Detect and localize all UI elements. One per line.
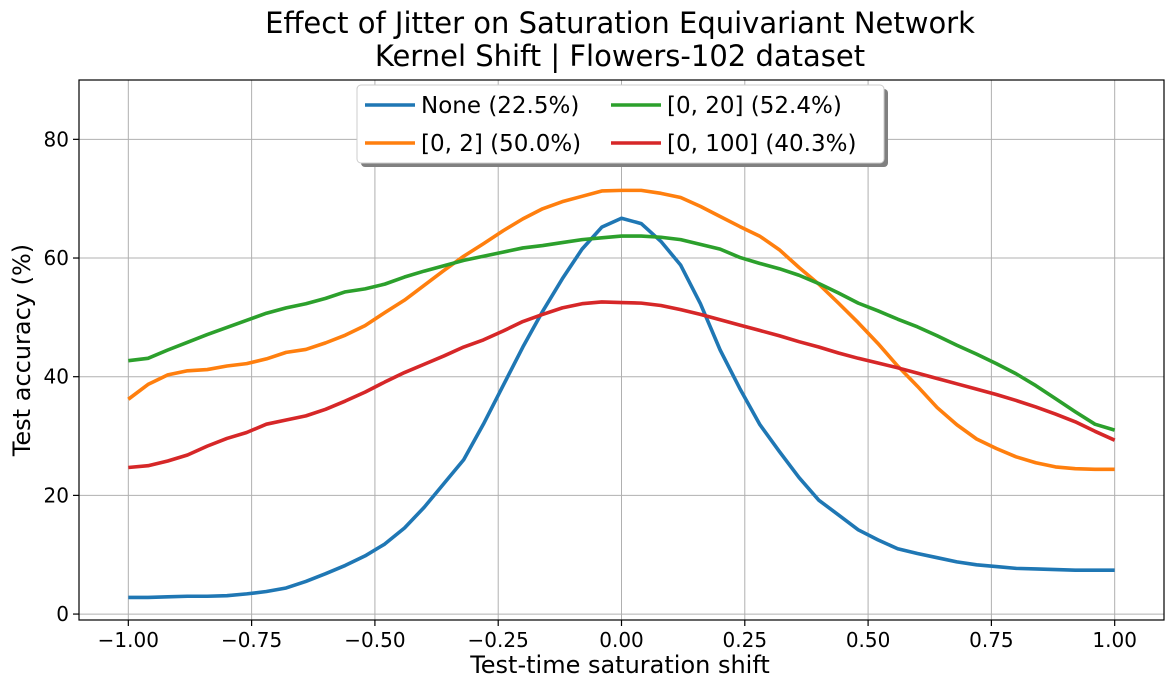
chart-title-line-1: Effect of Jitter on Saturation Equivaria… bbox=[265, 6, 975, 40]
x-axis-label: Test-time saturation shift bbox=[469, 651, 770, 679]
series-line-1 bbox=[127, 188, 1115, 472]
x-tick-label: −0.25 bbox=[468, 628, 529, 652]
chart-title-line-2: Kernel Shift | Flowers-102 dataset bbox=[375, 39, 865, 73]
legend-label-0-2: [0, 2] (50.0%) bbox=[421, 131, 581, 157]
y-axis-label: Test accuracy (%) bbox=[8, 244, 36, 457]
legend: None (22.5%) [0, 2] (50.0%) [0, 20] (52.… bbox=[356, 84, 888, 167]
legend-box bbox=[356, 84, 885, 164]
x-tick-label: −0.50 bbox=[344, 628, 405, 652]
x-tick-label: 0.75 bbox=[969, 628, 1014, 652]
x-tick-label: 0.25 bbox=[723, 628, 768, 652]
series-line-2 bbox=[128, 234, 1116, 432]
y-tick-label: 20 bbox=[44, 483, 69, 507]
x-axis-ticks: −1.00 −0.75 −0.50 −0.25 0.00 0.25 0.50 0.75 1.00 bbox=[98, 620, 1137, 652]
x-tick-label: −0.75 bbox=[221, 628, 282, 652]
x-tick-label: 0.00 bbox=[599, 628, 644, 652]
x-tick-label: 1.00 bbox=[1092, 628, 1137, 652]
x-tick-label: −1.00 bbox=[98, 628, 159, 652]
x-tick-label: 0.50 bbox=[846, 628, 891, 652]
y-tick-label: 0 bbox=[56, 602, 69, 626]
legend-label-0-20: [0, 20] (52.4%) bbox=[667, 93, 842, 119]
legend-label-none: None (22.5%) bbox=[421, 93, 579, 119]
legend-label-0-100: [0, 100] (40.3%) bbox=[667, 131, 856, 157]
series-line-3 bbox=[128, 300, 1116, 470]
series-lines bbox=[127, 188, 1116, 600]
y-tick-label: 40 bbox=[44, 365, 69, 389]
y-tick-label: 80 bbox=[44, 127, 69, 151]
y-axis-ticks: 0 20 40 60 80 bbox=[44, 127, 79, 626]
series-line-0 bbox=[128, 216, 1115, 600]
y-tick-label: 60 bbox=[44, 246, 69, 270]
